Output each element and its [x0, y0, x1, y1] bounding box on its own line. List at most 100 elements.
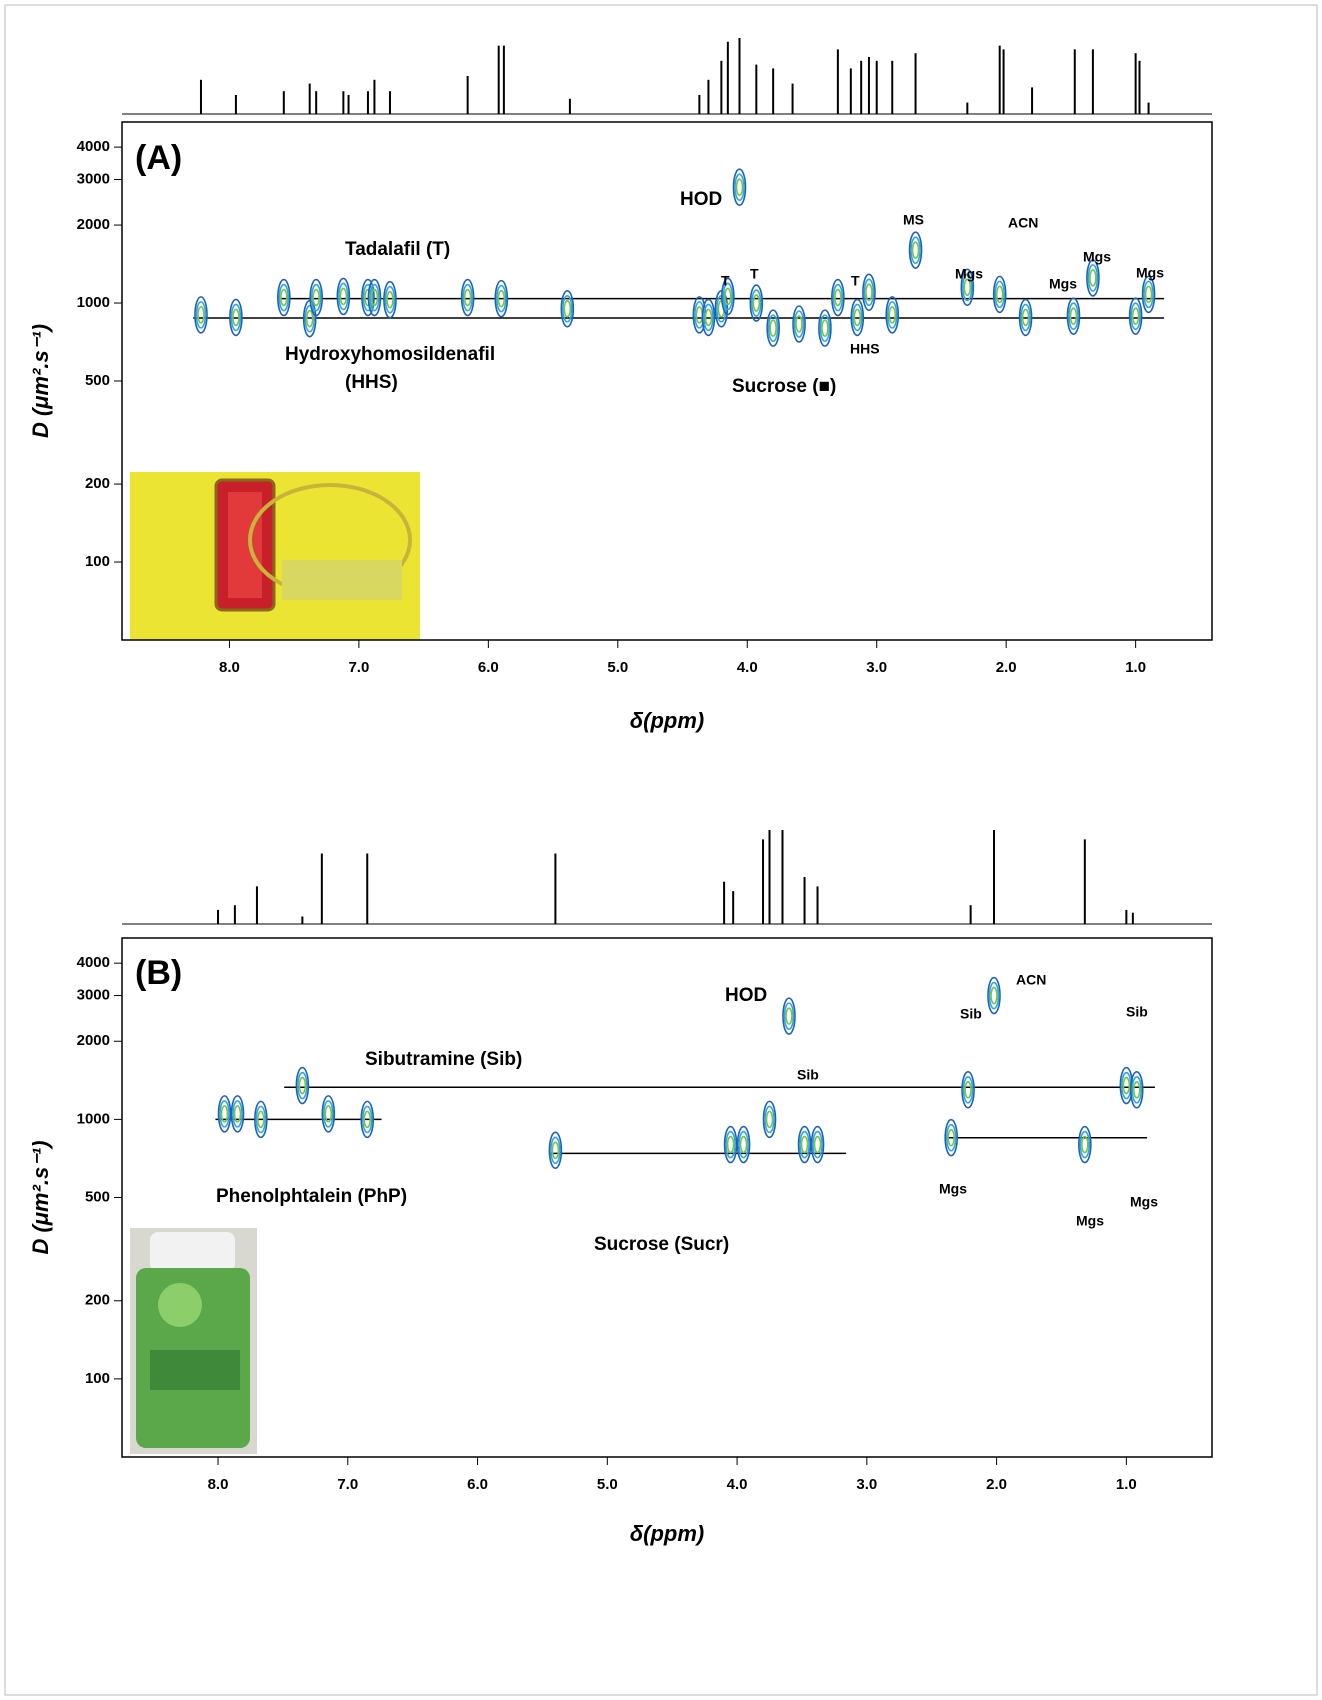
y-axis-label: D (μm².s⁻¹): [28, 1140, 53, 1254]
contour-peak: [1131, 1072, 1143, 1108]
figure: 8.0 7.0 6.0 5.0 4.0 3.0 2.0 1.0 100 200 500 1000 200…: [0, 0, 1322, 1700]
contour-peak: [819, 310, 831, 346]
annotation: Sucrose (■): [732, 376, 836, 397]
contour-peak: [767, 310, 779, 346]
contour-peak: [231, 1096, 243, 1132]
annotation: (HHS): [345, 372, 398, 393]
y-tick-label: 1000: [77, 1110, 110, 1127]
contour-level: [991, 988, 997, 1004]
contour-peak: [783, 998, 795, 1034]
product-photo: [130, 472, 420, 640]
y-tick-label: 4000: [77, 954, 110, 971]
annotation: (B): [135, 954, 182, 992]
contour-level: [835, 290, 841, 306]
annotation: HHS: [850, 341, 880, 357]
y-tick-label: 100: [85, 553, 110, 570]
y-tick-label: 500: [85, 1188, 110, 1205]
x-axis-label: δ(ppm): [630, 1521, 705, 1546]
annotation: (A): [135, 139, 182, 177]
x-tick-label: 4.0: [727, 1476, 748, 1493]
y-tick-label: 1000: [77, 294, 110, 311]
y-tick-label: 200: [85, 475, 110, 492]
x-axis-label: δ(ppm): [630, 708, 705, 733]
x-tick-label: 5.0: [597, 1476, 618, 1493]
x-tick-label: 3.0: [856, 1476, 877, 1493]
contour-peak: [962, 1072, 974, 1108]
contour-level: [965, 1082, 971, 1098]
contour-level: [299, 1078, 305, 1094]
annotation: HOD: [725, 985, 767, 1006]
contour-peak: [832, 280, 844, 316]
contour-level: [1070, 308, 1076, 324]
annotation: Tadalafil (T): [345, 239, 450, 260]
contour-level: [802, 1137, 808, 1153]
contour-level: [889, 307, 895, 323]
x-tick-label: 7.0: [348, 659, 369, 676]
contour-level: [997, 286, 1003, 302]
contour-level: [198, 307, 204, 323]
x-tick-label: 2.0: [986, 1476, 1007, 1493]
contour-peak: [1143, 276, 1155, 312]
contour-peak: [219, 1096, 231, 1132]
contour-peak: [725, 1127, 737, 1163]
product-photo: [130, 1228, 257, 1454]
contour-level: [552, 1142, 558, 1158]
contour-peak: [799, 1127, 811, 1163]
y-tick-label: 100: [85, 1370, 110, 1387]
contour-peak: [549, 1132, 561, 1168]
y-tick-label: 4000: [77, 138, 110, 155]
contour-peak: [310, 280, 322, 316]
contour-peak: [886, 297, 898, 333]
contour-peak: [195, 297, 207, 333]
annotation: Sib: [1126, 1004, 1148, 1020]
contour-level: [1133, 308, 1139, 324]
contour-peak: [812, 1127, 824, 1163]
x-tick-label: 5.0: [607, 659, 628, 676]
annotation: Mgs: [1083, 249, 1111, 265]
contour-level: [387, 292, 393, 308]
contour-level: [728, 1137, 734, 1153]
annotation: Mgs: [939, 1181, 967, 1197]
contour-level: [736, 179, 742, 195]
x-tick-label: 3.0: [866, 659, 887, 676]
annotation: Mgs: [955, 266, 983, 282]
contour-peak: [910, 232, 922, 268]
contour-peak: [384, 282, 396, 318]
photo-cap: [150, 1232, 235, 1272]
contour-peak: [738, 1127, 750, 1163]
contour-peak: [337, 278, 349, 314]
contour-peak: [296, 1068, 308, 1104]
contour-level: [913, 242, 919, 258]
x-tick-label: 8.0: [219, 659, 240, 676]
contour-level: [767, 1111, 773, 1127]
contour-peak: [278, 280, 290, 316]
contour-peak: [733, 169, 745, 205]
annotation: T: [750, 266, 759, 282]
x-tick-label: 6.0: [467, 1476, 488, 1493]
contour-peak: [561, 291, 573, 327]
contour-peak: [750, 285, 762, 321]
x-tick-label: 6.0: [478, 659, 499, 676]
x-tick-label: 2.0: [996, 659, 1017, 676]
y-tick-label: 500: [85, 372, 110, 389]
x-tick-label: 1.0: [1125, 659, 1146, 676]
y-axis-label: D (μm².s⁻¹): [28, 324, 53, 438]
annotation: Hydroxyhomosildenafil: [285, 344, 495, 365]
contour-level: [770, 320, 776, 336]
annotation: ACN: [1008, 215, 1038, 231]
annotation: Sibutramine (Sib): [365, 1049, 522, 1070]
contour-level: [313, 290, 319, 306]
annotation: Sib: [960, 1006, 982, 1022]
y-tick-label: 2000: [77, 216, 110, 233]
x-tick-label: 1.0: [1116, 1476, 1137, 1493]
contour-peak: [764, 1101, 776, 1137]
x-tick-label: 8.0: [208, 1476, 229, 1493]
annotation: T: [851, 273, 860, 289]
contour-level: [753, 295, 759, 311]
y-tick-label: 2000: [77, 1032, 110, 1049]
contour-level: [964, 279, 970, 295]
photo-text-area: [282, 560, 402, 600]
contour-level: [1123, 1078, 1129, 1094]
annotation: ACN: [1016, 972, 1046, 988]
contour-level: [1082, 1137, 1088, 1153]
